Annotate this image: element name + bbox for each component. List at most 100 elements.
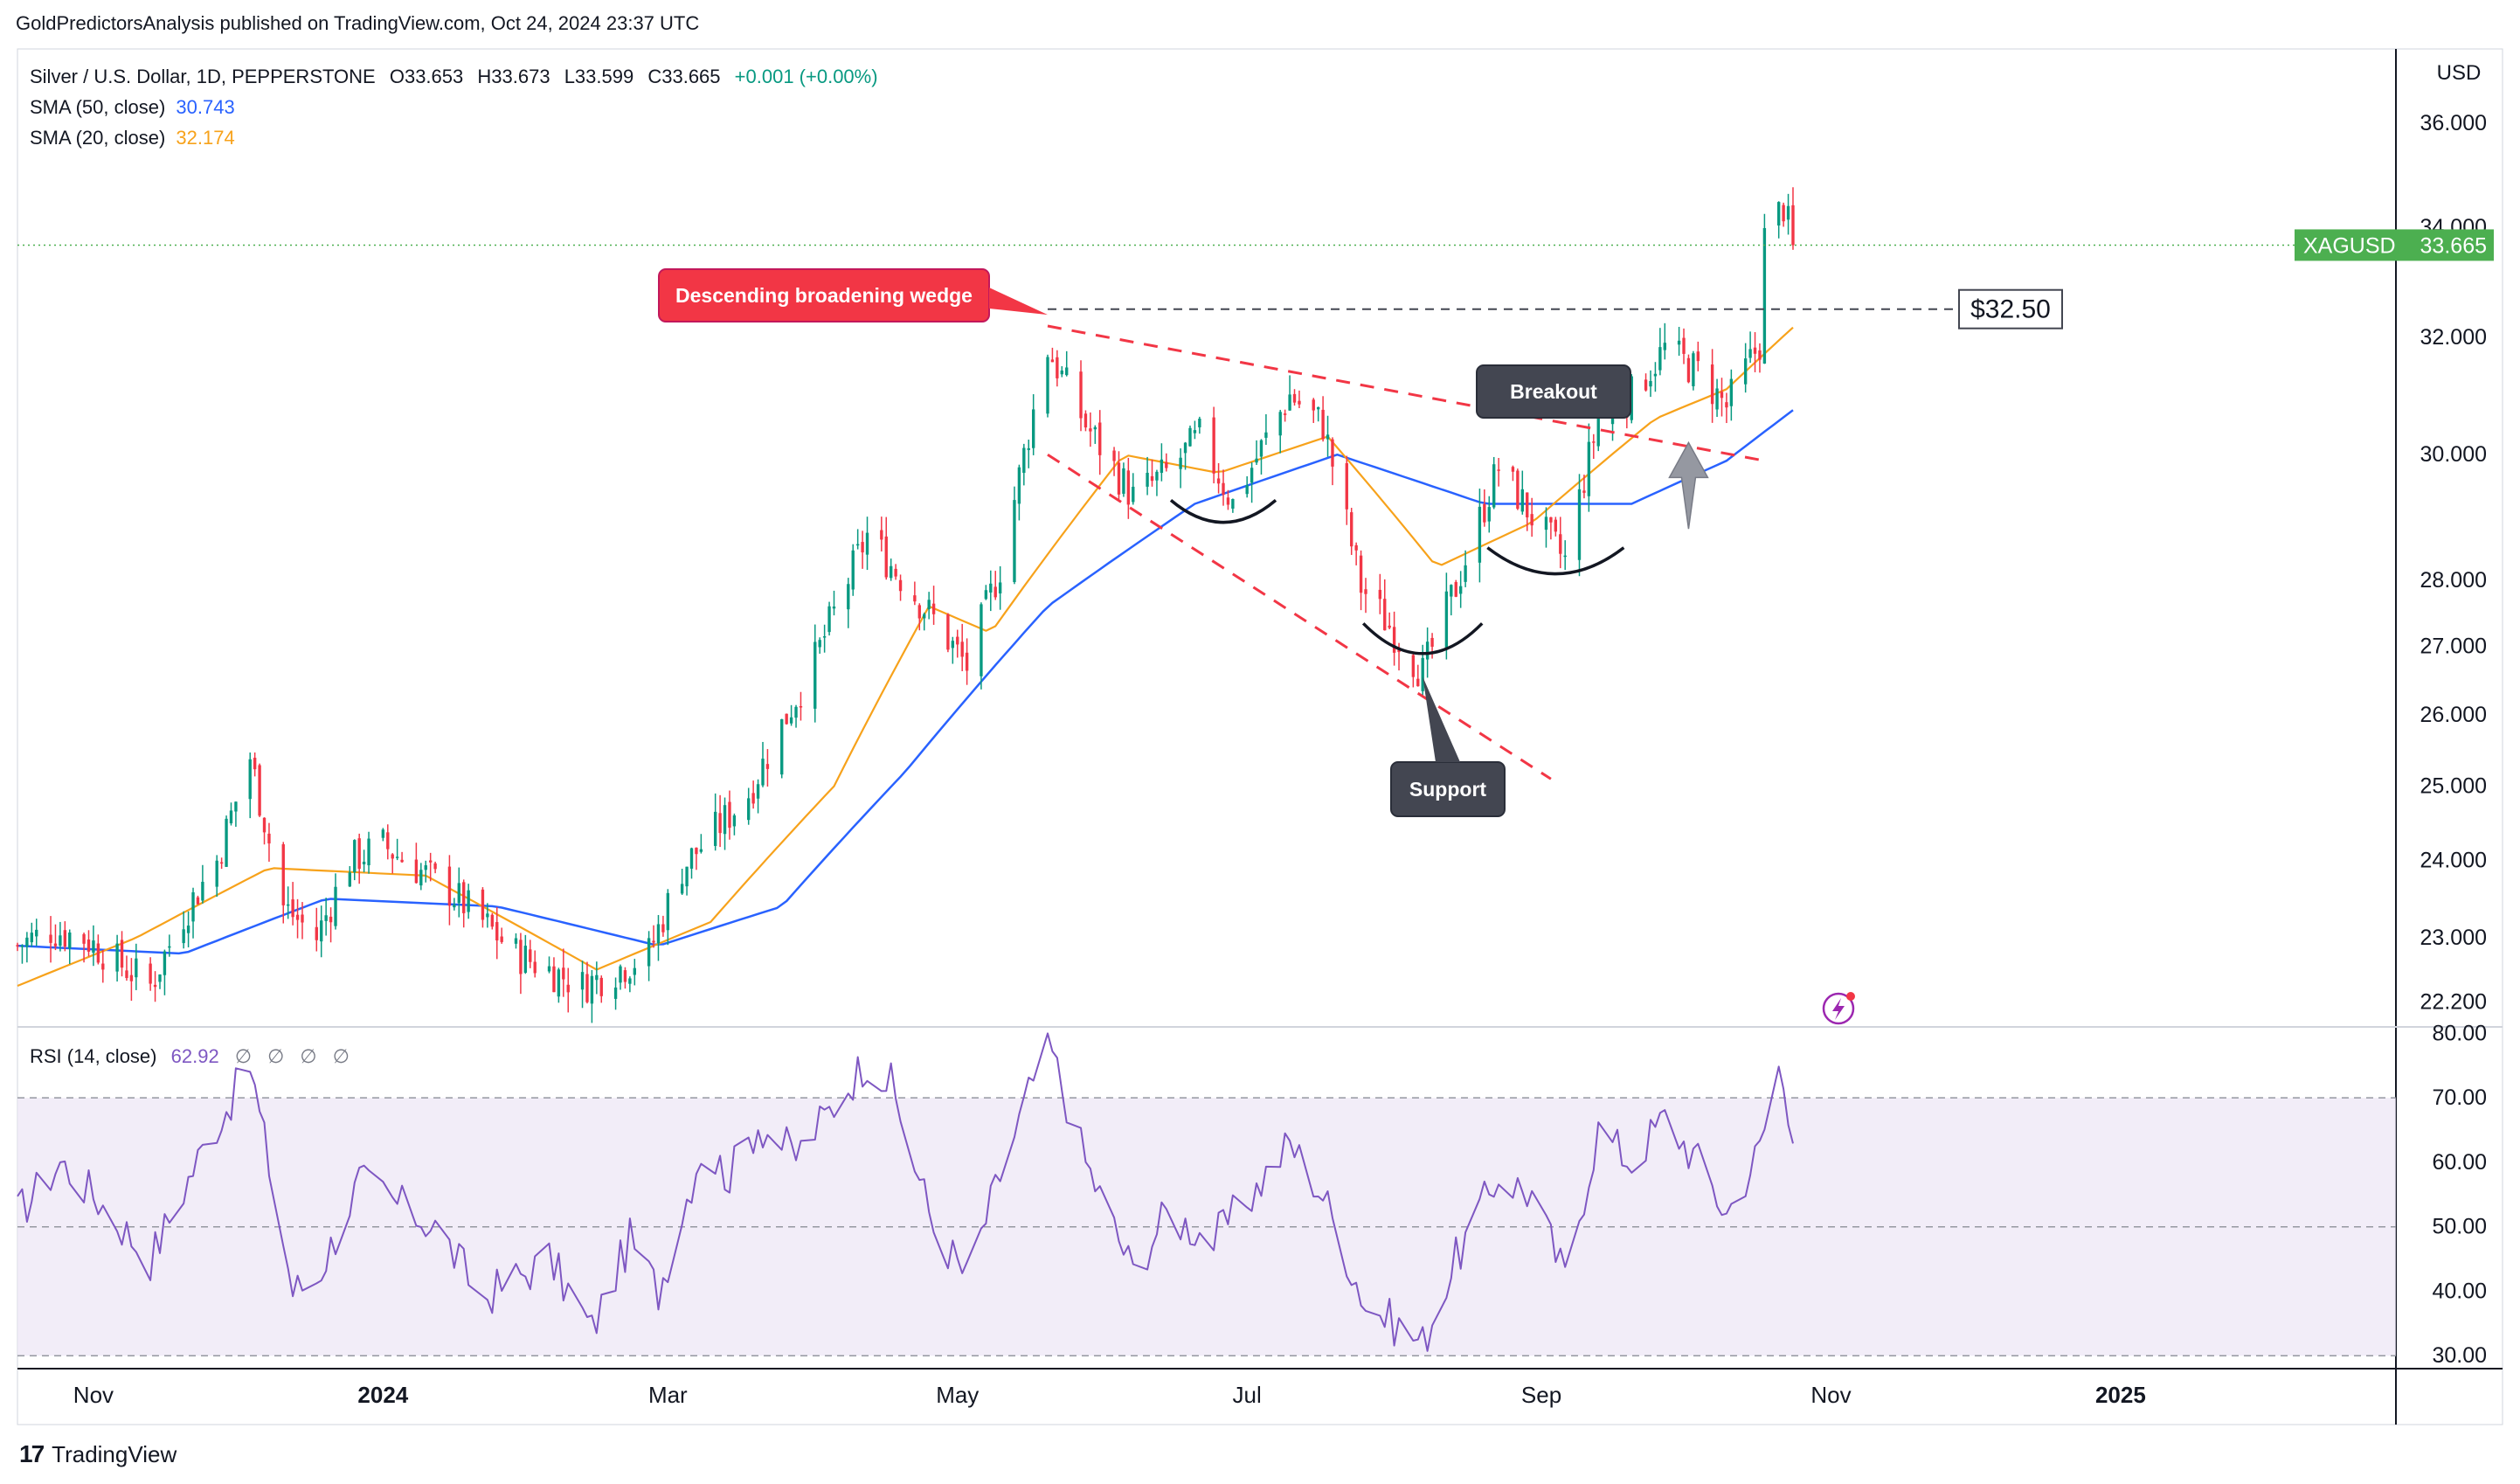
candle-body[interactable] (566, 984, 570, 993)
candle-body[interactable] (765, 764, 770, 769)
candle-body[interactable] (1364, 589, 1367, 594)
candle-body[interactable] (1155, 471, 1159, 481)
candle-body[interactable] (1692, 353, 1695, 386)
candle-body[interactable] (917, 605, 921, 619)
candle-body[interactable] (149, 963, 152, 984)
candle-body[interactable] (1497, 469, 1500, 471)
candle-body[interactable] (391, 854, 394, 859)
candle-body[interactable] (1791, 205, 1795, 246)
candle-body[interactable] (832, 607, 836, 609)
candle-body[interactable] (1179, 457, 1182, 469)
candle-body[interactable] (500, 936, 503, 942)
candle-body[interactable] (16, 945, 19, 947)
candle-body[interactable] (951, 641, 955, 648)
candle-body[interactable] (1255, 458, 1258, 463)
symbol-legend[interactable]: Silver / U.S. Dollar, 1D, PEPPERSTONE O3… (30, 61, 878, 92)
candle-body[interactable] (998, 582, 1002, 594)
candle-body[interactable] (353, 840, 357, 873)
candle-body[interactable] (984, 590, 988, 600)
candle-body[interactable] (1758, 350, 1762, 360)
candle-body[interactable] (1530, 514, 1533, 526)
candle-body[interactable] (1259, 440, 1263, 457)
candle-body[interactable] (1160, 459, 1164, 474)
candle-body[interactable] (25, 937, 29, 947)
candle-body[interactable] (851, 550, 855, 590)
candlesticks[interactable] (16, 187, 1795, 1023)
candle-body[interactable] (1283, 413, 1287, 415)
candle-body[interactable] (453, 904, 456, 908)
candle-body[interactable] (400, 859, 404, 863)
candle-body[interactable] (433, 863, 437, 870)
candle-body[interactable] (695, 847, 698, 855)
candle-body[interactable] (120, 940, 124, 968)
candle-body[interactable] (186, 926, 190, 933)
candle-body[interactable] (913, 595, 917, 602)
candle-body[interactable] (529, 949, 532, 962)
candle-body[interactable] (595, 974, 599, 981)
candle-body[interactable] (490, 914, 494, 927)
candle-body[interactable] (799, 705, 803, 708)
candle-body[interactable] (82, 933, 86, 944)
candle-body[interactable] (486, 913, 489, 918)
candle-body[interactable] (1350, 512, 1353, 547)
candle-body[interactable] (1132, 486, 1135, 503)
candle-body[interactable] (1392, 627, 1396, 653)
candle-body[interactable] (287, 904, 290, 906)
candle-body[interactable] (685, 866, 689, 887)
candle-body[interactable] (989, 583, 993, 593)
candle-body[interactable] (514, 938, 518, 944)
wedge-callout[interactable]: Descending broadening wedge (658, 268, 1048, 322)
candle-body[interactable] (1748, 349, 1752, 358)
candle-body[interactable] (946, 614, 950, 650)
candle-body[interactable] (1425, 641, 1430, 660)
candle-body[interactable] (1316, 406, 1320, 410)
candle-body[interactable] (1549, 517, 1553, 523)
candle-body[interactable] (191, 891, 195, 922)
candle-body[interactable] (1331, 439, 1334, 467)
candle-body[interactable] (1326, 434, 1330, 440)
support-callout[interactable]: Support (1390, 676, 1506, 817)
time-axis[interactable]: Nov 2024 Mar May Jul Sep Nov 2025 (73, 1382, 2146, 1408)
candle-body[interactable] (599, 977, 603, 996)
annotations[interactable]: Descending broadening wedge Breakout Suppo… (17, 244, 2396, 1025)
candle-body[interactable] (1786, 205, 1790, 220)
candle-body[interactable] (1226, 497, 1230, 505)
sma20-legend[interactable]: SMA (20, close) 32.174 (30, 122, 878, 153)
candle-body[interactable] (1222, 482, 1225, 496)
rsi-legend[interactable]: RSI (14, close) 62.92 ∅ ∅ ∅ ∅ (30, 1045, 350, 1068)
price-axis[interactable]: 36.00034.00032.00030.00028.00027.00026.0… (2295, 111, 2494, 1368)
candle-body[interactable] (1720, 392, 1724, 399)
candle-body[interactable] (1696, 351, 1700, 362)
candle-body[interactable] (320, 920, 323, 942)
candle-body[interactable] (1715, 388, 1719, 410)
candle-body[interactable] (822, 636, 827, 638)
candle-body[interactable] (785, 713, 788, 725)
candle-body[interactable] (680, 884, 684, 894)
candle-body[interactable] (1454, 582, 1457, 597)
candle-body[interactable] (931, 603, 936, 614)
candle-body[interactable] (1677, 340, 1681, 345)
candle-body[interactable] (35, 929, 38, 937)
candle-body[interactable] (428, 860, 433, 863)
candle-body[interactable] (519, 940, 523, 974)
candle-body[interactable] (1098, 422, 1102, 455)
candle-body[interactable] (386, 832, 390, 849)
candle-body[interactable] (1458, 586, 1463, 594)
candle-body[interactable] (334, 886, 337, 926)
candle-body[interactable] (813, 641, 817, 709)
candle-body[interactable] (291, 899, 294, 918)
candle-body[interactable] (49, 934, 52, 943)
candle-body[interactable] (827, 606, 831, 633)
candle-body[interactable] (262, 817, 267, 833)
candle-body[interactable] (1046, 357, 1049, 414)
candle-body[interactable] (647, 938, 651, 967)
candle-body[interactable] (789, 717, 793, 724)
level-label[interactable]: $32.50 (1958, 288, 2063, 329)
candle-body[interactable] (135, 958, 138, 978)
candle-body[interactable] (623, 970, 627, 982)
candle-body[interactable] (880, 530, 883, 540)
candle-body[interactable] (1663, 343, 1666, 350)
candle-body[interactable] (865, 532, 869, 555)
candle-body[interactable] (1658, 347, 1662, 371)
candle-body[interactable] (1383, 599, 1387, 631)
